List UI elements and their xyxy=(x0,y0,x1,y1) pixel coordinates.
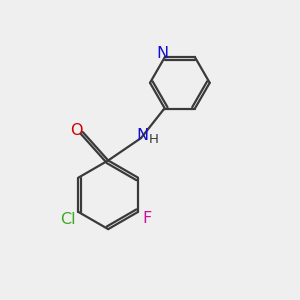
Text: O: O xyxy=(70,123,83,138)
Text: H: H xyxy=(148,133,158,146)
Text: N: N xyxy=(157,46,169,62)
Text: Cl: Cl xyxy=(60,212,76,227)
Text: F: F xyxy=(143,211,152,226)
Text: N: N xyxy=(136,128,148,143)
